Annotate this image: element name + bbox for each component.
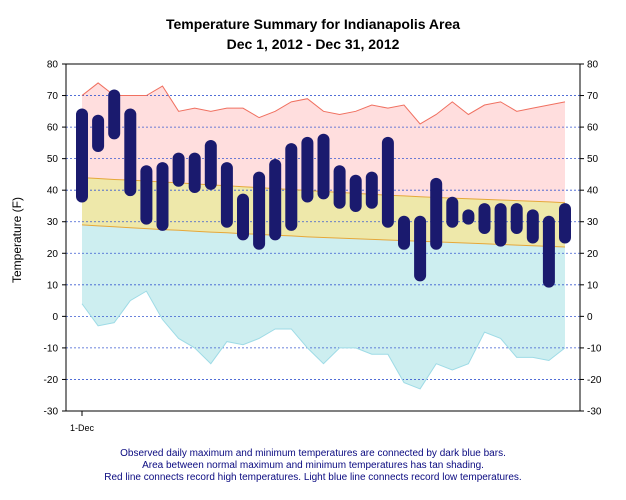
chart-title: Temperature Summary for Indianapolis Are… <box>165 16 461 32</box>
right-tick-label--20: -20 <box>587 375 602 386</box>
caption-line-3: Red line connects record high temperatur… <box>104 472 522 483</box>
record-low-line <box>81 290 566 390</box>
record-high-line <box>81 82 566 125</box>
left-tick-label--20: -20 <box>44 375 59 386</box>
left-tick-label-80: 80 <box>47 60 59 71</box>
chart-subtitle: Dec 1, 2012 - Dec 31, 2012 <box>226 36 400 52</box>
left-tick-label--30: -30 <box>44 407 59 418</box>
left-tick-label-20: 20 <box>47 249 59 260</box>
plot-frame <box>65 63 581 412</box>
normal-range-area <box>82 177 565 247</box>
left-tick-label-10: 10 <box>47 280 59 291</box>
right-tick-label-70: 70 <box>587 91 599 102</box>
right-tick-label-30: 30 <box>587 217 599 228</box>
left-tick-label--10: -10 <box>44 343 59 354</box>
left-tick-label-70: 70 <box>47 91 59 102</box>
left-tick-label-50: 50 <box>47 154 59 165</box>
y-axis-label: Temperature (F) <box>10 197 24 283</box>
x-tick-label-1-dec: 1-Dec <box>70 423 95 433</box>
right-tick-label-40: 40 <box>587 186 599 197</box>
left-tick-label-40: 40 <box>47 186 59 197</box>
caption-line-2: Area between normal maximum and minimum … <box>142 460 484 471</box>
right-tick-label-10: 10 <box>587 280 599 291</box>
right-tick-label--10: -10 <box>587 343 602 354</box>
left-tick-label-30: 30 <box>47 217 59 228</box>
left-tick-label-0: 0 <box>52 312 58 323</box>
right-tick-label-20: 20 <box>587 249 599 260</box>
right-tick-label-60: 60 <box>587 123 599 134</box>
right-tick-label--30: -30 <box>587 407 602 418</box>
right-tick-label-0: 0 <box>587 312 593 323</box>
right-tick-label-80: 80 <box>587 60 599 71</box>
left-tick-label-60: 60 <box>47 123 59 134</box>
caption-line-1: Observed daily maximum and minimum tempe… <box>120 448 506 459</box>
right-tick-label-50: 50 <box>587 154 599 165</box>
